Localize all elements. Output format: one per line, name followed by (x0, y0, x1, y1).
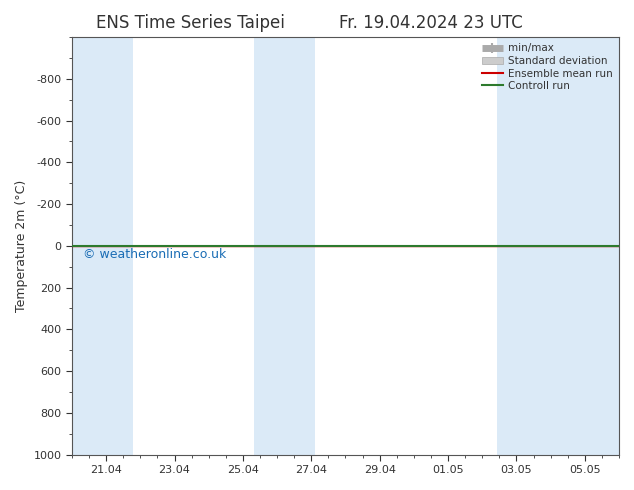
Text: Fr. 19.04.2024 23 UTC: Fr. 19.04.2024 23 UTC (339, 14, 523, 32)
Bar (72, 37, 133, 455)
Text: © weatheronline.co.uk: © weatheronline.co.uk (83, 248, 226, 261)
Text: ENS Time Series Taipei: ENS Time Series Taipei (96, 14, 285, 32)
Bar (498, 37, 619, 455)
Bar (254, 37, 315, 455)
Legend: min/max, Standard deviation, Ensemble mean run, Controll run: min/max, Standard deviation, Ensemble me… (479, 40, 616, 94)
Y-axis label: Temperature 2m (°C): Temperature 2m (°C) (15, 180, 28, 312)
